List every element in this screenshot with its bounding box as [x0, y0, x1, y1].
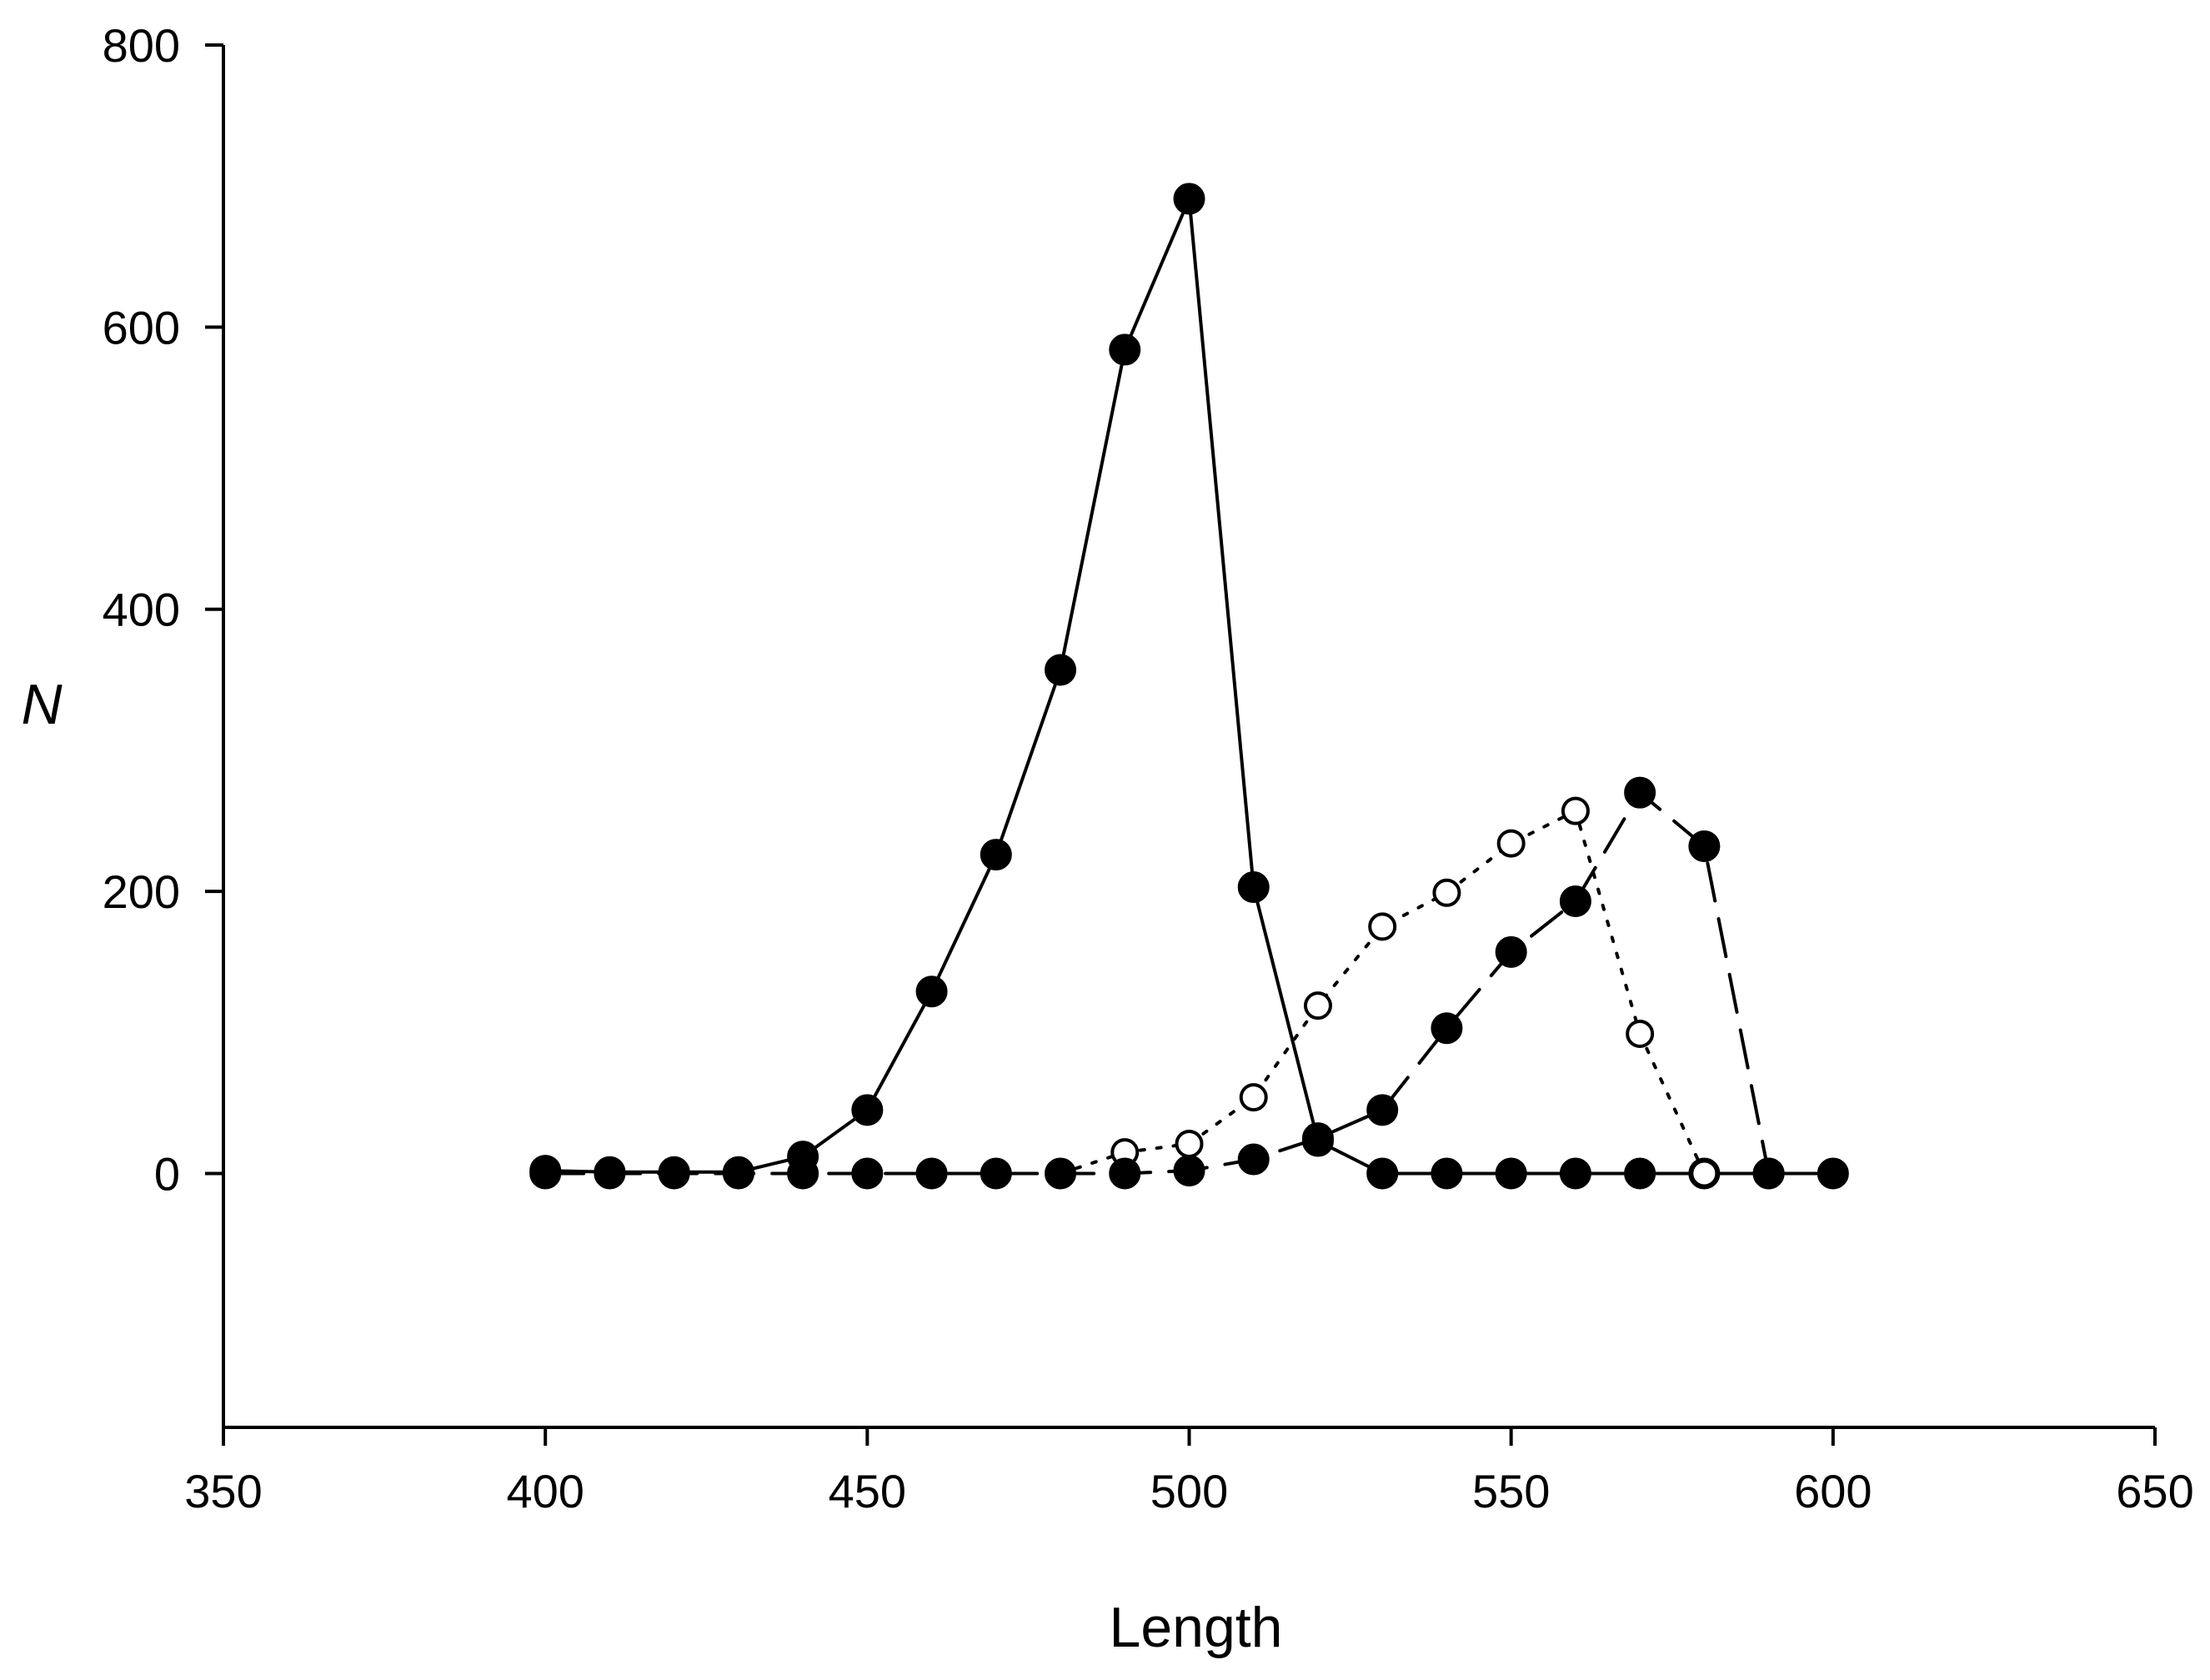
series-3-point: [787, 1157, 819, 1190]
series-3-point: [529, 1157, 562, 1190]
series-1-point: [1817, 1157, 1849, 1190]
series-1-point: [1045, 654, 1077, 686]
series-1-point: [1559, 1157, 1591, 1190]
series-3-point: [1495, 935, 1527, 968]
series-1-point: [851, 1094, 884, 1126]
series-3-point: [722, 1157, 754, 1190]
series-2-point: [1175, 1129, 1204, 1158]
series-3-point: [1366, 1094, 1399, 1126]
series-1-point: [980, 839, 1012, 871]
x-axis-title: Length: [1110, 1596, 1283, 1659]
x-tick-label: 450: [829, 1465, 906, 1517]
x-tick-label: 400: [506, 1465, 584, 1517]
series-2-point: [1690, 1159, 1719, 1188]
series-2-point: [1626, 1019, 1655, 1048]
y-tick-label: 0: [154, 1147, 180, 1200]
y-tick-label: 600: [103, 301, 180, 354]
series-3-point: [1301, 1122, 1334, 1155]
series-1-point: [1366, 1157, 1399, 1190]
series-3-line: [544, 790, 1771, 1176]
series-1-point: [1237, 871, 1270, 904]
series-2-point: [1239, 1083, 1268, 1112]
series-2-point: [1303, 991, 1332, 1021]
series-1-point: [1109, 333, 1141, 366]
y-tick-label: 200: [103, 865, 180, 918]
axes: [222, 45, 2155, 1429]
y-axis-title: N: [21, 673, 63, 736]
x-tick-label: 550: [1472, 1465, 1550, 1517]
series-3-point: [1045, 1157, 1077, 1190]
series-2-point: [1432, 878, 1461, 907]
series-3-point: [658, 1157, 690, 1190]
series-3-point: [1431, 1012, 1463, 1045]
series-3-point: [1237, 1143, 1270, 1176]
series-1-point: [1624, 1157, 1656, 1190]
series-3-point: [1109, 1157, 1141, 1190]
x-tick-label: 500: [1150, 1465, 1228, 1517]
series-1-point: [1173, 183, 1205, 215]
y-tick-label: 800: [103, 19, 180, 72]
series: [529, 183, 1849, 1190]
x-tick-label: 650: [2116, 1465, 2193, 1517]
x-tick-label: 350: [184, 1465, 262, 1517]
series-3-point: [1624, 776, 1656, 809]
series-3-point: [594, 1157, 626, 1190]
series-3-point: [1559, 885, 1591, 917]
series-3-point: [980, 1157, 1012, 1190]
x-tick-label: 600: [1794, 1465, 1872, 1517]
y-tick-label: 400: [103, 584, 180, 636]
series-3-point: [1752, 1157, 1785, 1190]
series-2-point: [1561, 796, 1590, 825]
series-3-point: [1688, 830, 1721, 862]
series-1-point: [915, 975, 948, 1008]
series-2-point: [1496, 829, 1526, 858]
series-3-point: [1173, 1155, 1205, 1187]
ticks: 350 400 450 500 550 600 650 0 200 400 600 800: [103, 19, 2194, 1517]
series-3: [544, 790, 1771, 1176]
series-3-point: [851, 1157, 884, 1190]
series-3-point: [915, 1157, 948, 1190]
series-2-point: [1368, 912, 1397, 941]
series-1-point: [1495, 1157, 1527, 1190]
series-1-point: [1431, 1157, 1463, 1190]
